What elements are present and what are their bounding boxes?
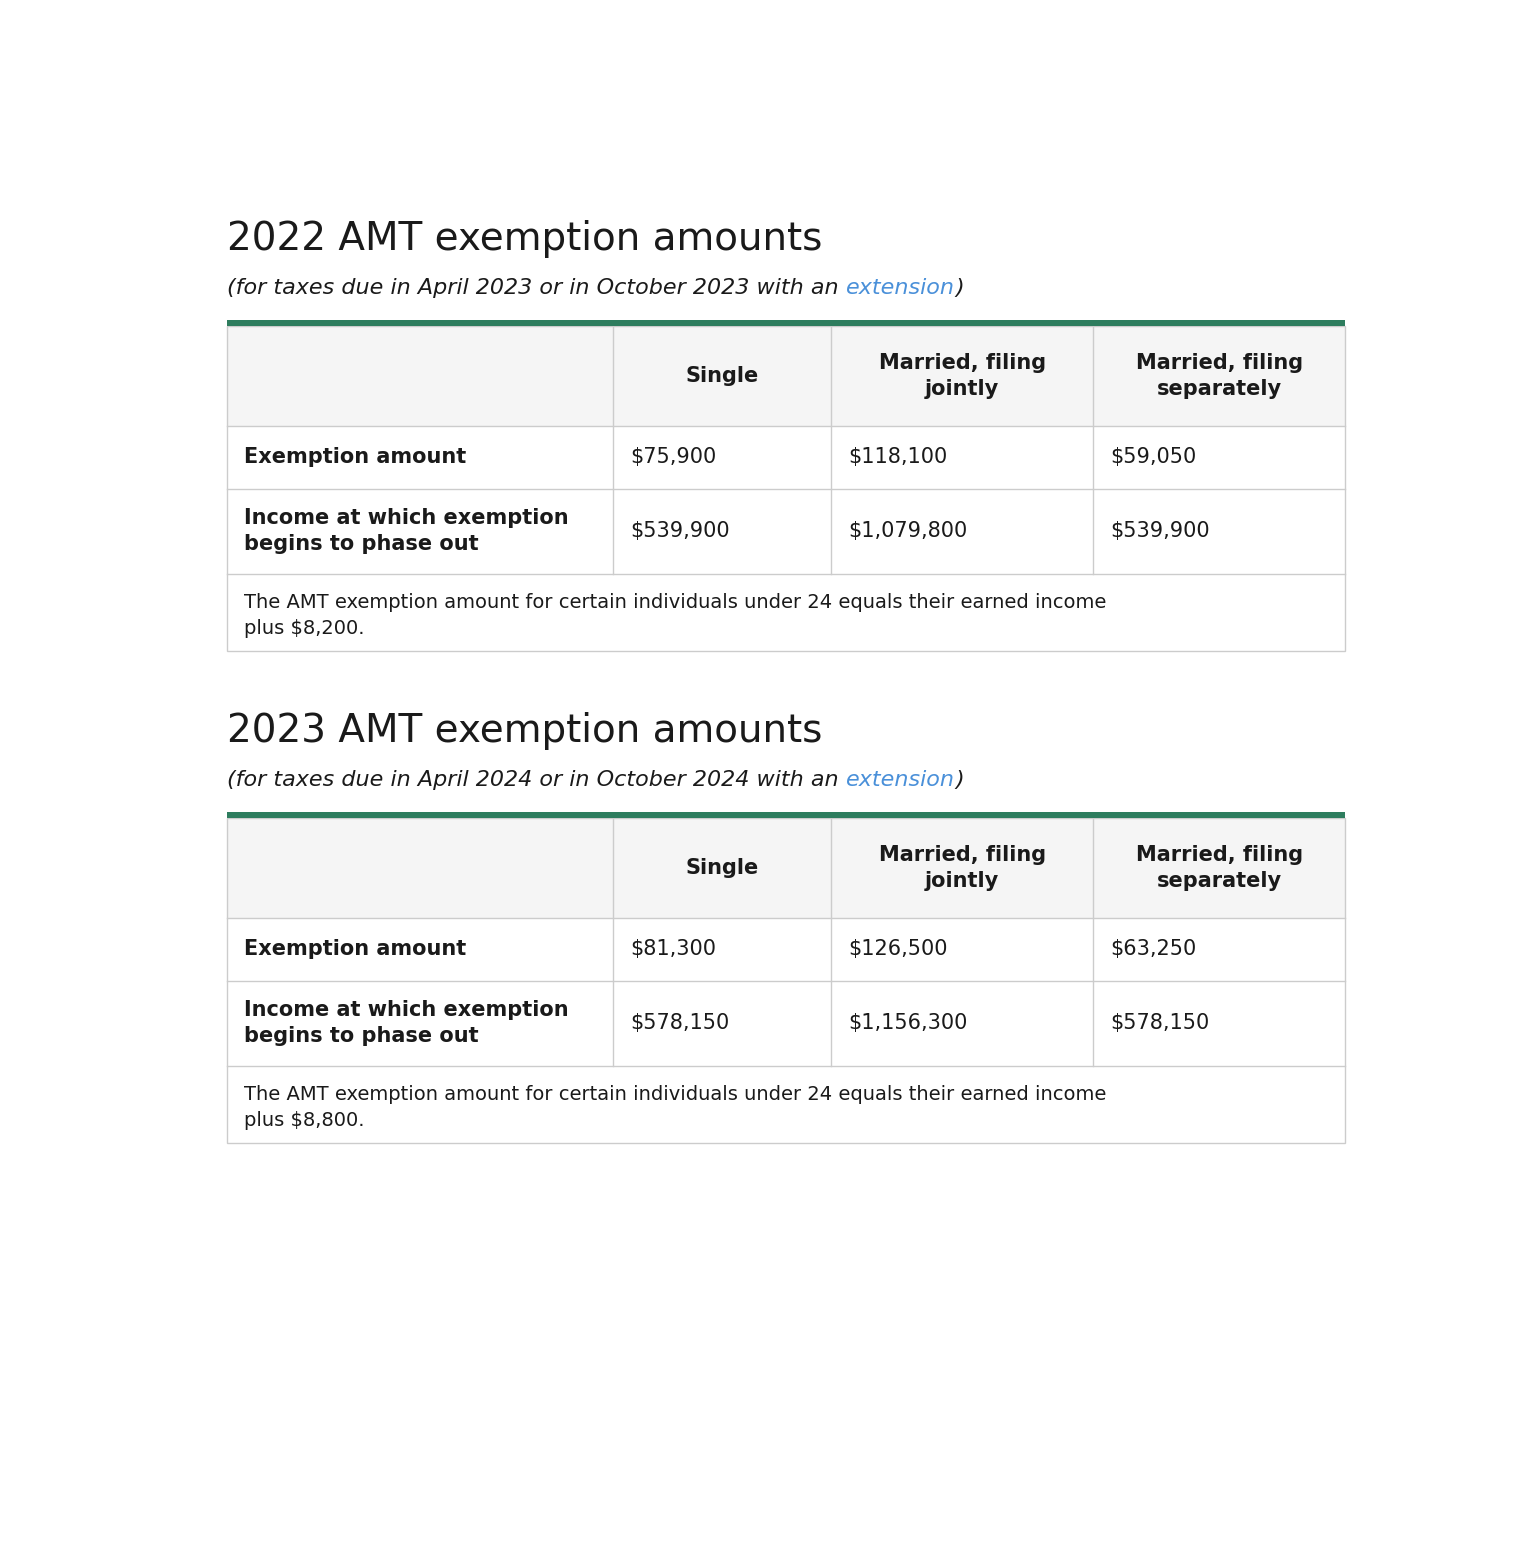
Text: Exemption amount: Exemption amount	[244, 447, 466, 467]
Bar	[227, 326, 1345, 425]
Text: Single: Single	[686, 858, 758, 878]
Bar	[227, 818, 1345, 918]
Text: Married, filing
jointly: Married, filing jointly	[879, 352, 1046, 399]
Text: The AMT exemption amount for certain individuals under 24 equals their earned in: The AMT exemption amount for certain ind…	[244, 1085, 1108, 1130]
Bar	[227, 1065, 1345, 1142]
Text: Income at which exemption
begins to phase out: Income at which exemption begins to phas…	[244, 1000, 569, 1047]
Text: $578,150: $578,150	[630, 1013, 729, 1033]
Text: 2023 AMT exemption amounts: 2023 AMT exemption amounts	[227, 713, 822, 750]
Bar	[227, 812, 1345, 818]
Text: $75,900: $75,900	[630, 447, 716, 467]
Bar	[227, 574, 1345, 651]
Text: $126,500: $126,500	[848, 940, 948, 960]
Text: $63,250: $63,250	[1111, 940, 1197, 960]
Text: 2022 AMT exemption amounts: 2022 AMT exemption amounts	[227, 220, 822, 258]
Text: The AMT exemption amount for certain individuals under 24 equals their earned in: The AMT exemption amount for certain ind…	[244, 592, 1108, 638]
Text: $1,156,300: $1,156,300	[848, 1013, 968, 1033]
Text: Single: Single	[686, 366, 758, 385]
Text: Married, filing
separately: Married, filing separately	[1135, 352, 1302, 399]
Bar	[227, 489, 1345, 574]
Text: $81,300: $81,300	[630, 940, 716, 960]
Bar	[227, 425, 1345, 489]
Text: extension: extension	[847, 278, 956, 298]
Text: ): )	[956, 770, 963, 790]
Text: (for taxes due in April 2023 or in October 2023 with an: (for taxes due in April 2023 or in Octob…	[227, 278, 847, 298]
Bar	[227, 918, 1345, 980]
Text: Exemption amount: Exemption amount	[244, 940, 466, 960]
Text: $1,079,800: $1,079,800	[848, 521, 966, 541]
Text: $578,150: $578,150	[1111, 1013, 1210, 1033]
Bar	[227, 326, 1345, 651]
Text: Married, filing
separately: Married, filing separately	[1135, 844, 1302, 890]
Bar	[227, 818, 1345, 1142]
Bar	[227, 980, 1345, 1065]
Text: Married, filing
jointly: Married, filing jointly	[879, 844, 1046, 890]
Text: $118,100: $118,100	[848, 447, 946, 467]
Bar	[227, 320, 1345, 326]
Text: $539,900: $539,900	[630, 521, 730, 541]
Text: $59,050: $59,050	[1111, 447, 1197, 467]
Text: $539,900: $539,900	[1111, 521, 1210, 541]
Text: (for taxes due in April 2024 or in October 2024 with an: (for taxes due in April 2024 or in Octob…	[227, 770, 847, 790]
Text: Income at which exemption
begins to phase out: Income at which exemption begins to phas…	[244, 509, 569, 555]
Text: extension: extension	[847, 770, 956, 790]
Text: ): )	[956, 278, 963, 298]
